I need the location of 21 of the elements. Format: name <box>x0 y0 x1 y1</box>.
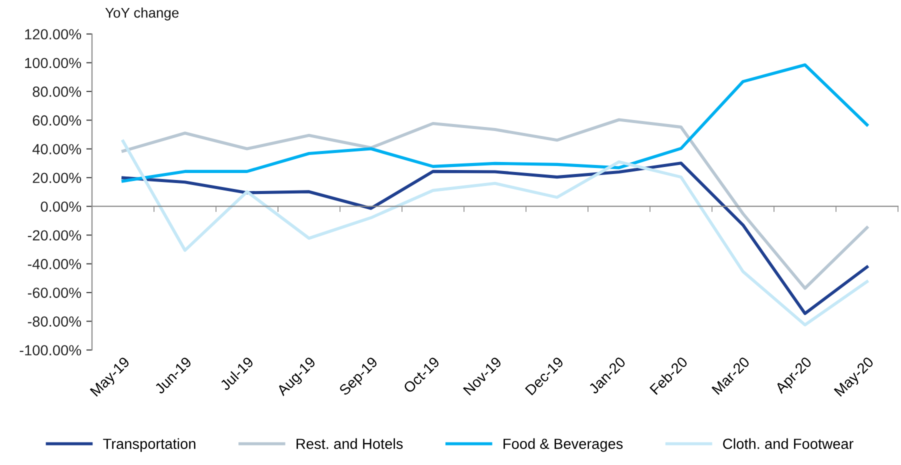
legend-label: Rest. and Hotels <box>296 438 403 449</box>
y-tick-label: -20.00% <box>28 230 82 241</box>
y-tick-label: 120.00% <box>25 29 82 40</box>
y-tick-label: 20.00% <box>32 172 82 184</box>
legend-label: Food & Beverages <box>504 438 623 452</box>
line-series <box>121 63 869 183</box>
y-tick-label: 80.00% <box>32 86 82 97</box>
y-tick-label: 40.00% <box>32 144 82 154</box>
y-tick-label: 100.00% <box>25 58 82 68</box>
line-series <box>121 118 869 290</box>
legend-label: Cloth. and Footwear <box>723 438 854 449</box>
y-tick-label: -80.00% <box>28 316 82 327</box>
y-tick-label: -100.00% <box>20 345 82 356</box>
y-tick-label: 0.00% <box>40 201 82 212</box>
legend-label: Transportation <box>103 438 196 452</box>
chart-title: YoY change <box>105 8 179 20</box>
line-series <box>121 162 869 316</box>
y-tick-label: -60.00% <box>28 288 82 298</box>
line-series <box>121 140 869 326</box>
y-tick-label: -40.00% <box>28 258 82 270</box>
y-tick-label: 60.00% <box>32 115 82 126</box>
